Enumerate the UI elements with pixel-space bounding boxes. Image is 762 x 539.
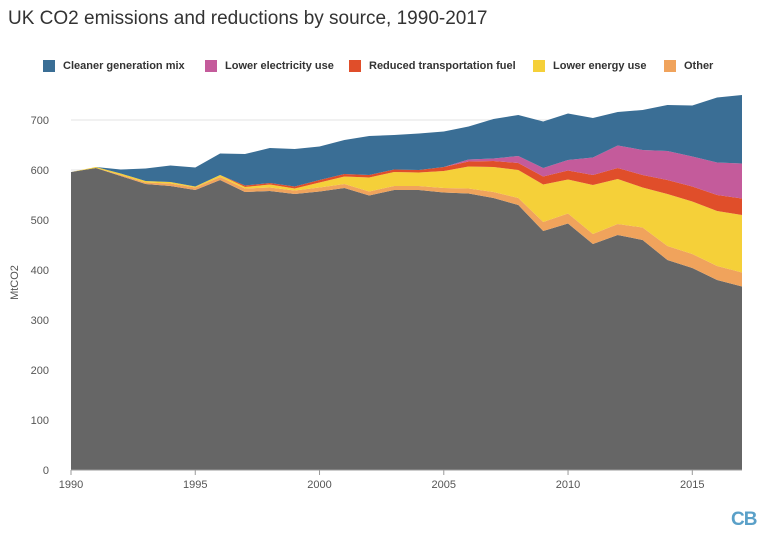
x-tick-label: 1995	[183, 479, 207, 491]
legend-label: Lower electricity use	[225, 60, 334, 72]
legend-swatch	[205, 60, 217, 72]
legend-swatch	[664, 60, 676, 72]
x-tick-label: 2015	[680, 479, 704, 491]
area-reduced-transportation-fuel	[71, 161, 742, 215]
legend-item-lower-electricity-use: Lower electricity use	[205, 60, 334, 72]
legend-item-lower-energy-use: Lower energy use	[533, 60, 647, 72]
stacked-areas	[71, 95, 742, 470]
x-tick-label: 2005	[432, 479, 456, 491]
legend-item-reduced-transportation-fuel: Reduced transportation fuel	[349, 60, 516, 72]
y-tick-label: 200	[31, 365, 49, 377]
legend-label: Cleaner generation mix	[63, 60, 185, 72]
y-tick-label: 600	[31, 165, 49, 177]
legend: Cleaner generation mix Lower electricity…	[43, 60, 753, 76]
x-tick-label: 2000	[307, 479, 331, 491]
legend-swatch	[43, 60, 55, 72]
area-emissions	[71, 168, 742, 470]
axes: 0 100 200 300 400 500 600 700 1990 1995 2000 2005 20…	[31, 115, 742, 491]
legend-label: Lower energy use	[553, 60, 647, 72]
y-tick-label: 700	[31, 115, 49, 127]
area-cleaner-generation-mix	[71, 95, 742, 187]
x-tick-label: 2010	[556, 479, 580, 491]
legend-label: Other	[684, 60, 714, 72]
area-lower-energy-use	[71, 166, 742, 273]
y-tick-label: 0	[43, 465, 49, 477]
y-tick-label: 500	[31, 215, 49, 227]
legend-item-other: Other	[664, 60, 713, 72]
legend-item-cleaner-generation-mix: Cleaner generation mix	[43, 60, 185, 72]
carbon-brief-logo: CB	[731, 509, 757, 530]
y-tick-label: 400	[31, 265, 49, 277]
x-tick-label: 1990	[59, 479, 83, 491]
chart-title: UK CO2 emissions and reductions by sourc…	[8, 8, 488, 29]
legend-swatch	[533, 60, 545, 72]
y-tick-label: 300	[31, 315, 49, 327]
legend-label: Reduced transportation fuel	[369, 60, 516, 72]
legend-swatch	[349, 60, 361, 72]
y-axis-title: MtCO2	[9, 265, 21, 300]
y-tick-label: 100	[31, 415, 49, 427]
